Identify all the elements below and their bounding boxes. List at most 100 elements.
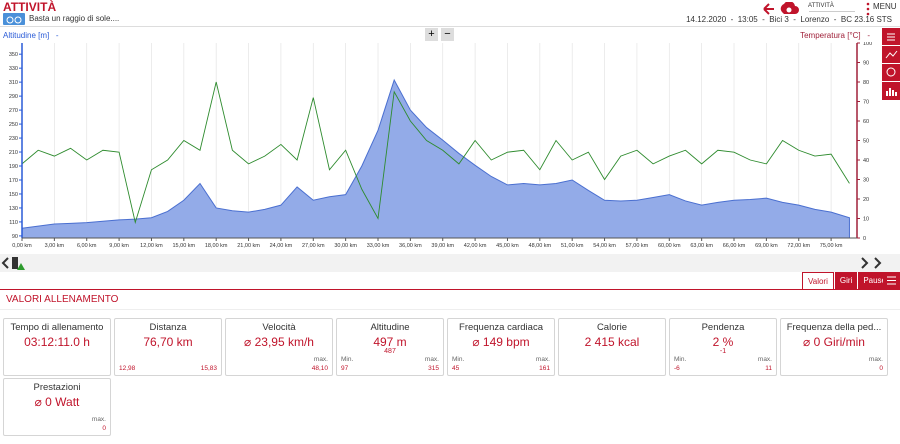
y2-tick-label: 30: [863, 178, 869, 184]
tab[interactable]: Pause: [858, 272, 891, 289]
card-left: 97: [341, 365, 349, 372]
tab[interactable]: Valori: [802, 272, 834, 289]
y2-tick-label: 80: [863, 80, 869, 86]
x-tick-label: 66,00 km: [723, 243, 746, 249]
card-right: 0: [102, 425, 106, 432]
page-title: ATTIVITÀ: [3, 0, 57, 14]
card-title: Tempo di allenamento: [10, 322, 104, 333]
menu-dots[interactable]: [866, 2, 870, 16]
activity-subtitle: Basta un raggio di sole....: [29, 14, 120, 23]
y2-tick-label: 40: [863, 158, 869, 164]
y-tick-label: 130: [9, 206, 18, 212]
tab[interactable]: Giri: [834, 272, 858, 289]
card-right: 315: [428, 365, 439, 372]
chart-side-buttons[interactable]: [882, 28, 900, 100]
y-tick-label: 330: [9, 66, 18, 72]
y2-tick-label: 70: [863, 100, 869, 106]
stat-card: Prestazioni ⌀ 0 Watt max. 0: [3, 378, 111, 436]
y-tick-label: 90: [12, 234, 18, 240]
x-tick-label: 30,00 km: [334, 243, 357, 249]
card-title: Pendenza: [701, 322, 745, 333]
header-icons[interactable]: [762, 2, 807, 16]
card-right: 0: [879, 365, 883, 372]
card-right-label: max.: [91, 416, 106, 423]
card-right: 161: [539, 365, 550, 372]
card-left-label: Min.: [674, 356, 687, 363]
x-tick-label: 57,00 km: [626, 243, 649, 249]
y2-tick-label: 90: [863, 61, 869, 67]
scroll-controls[interactable]: [0, 255, 900, 271]
x-tick-label: 63,00 km: [690, 243, 713, 249]
y-tick-label: 210: [9, 150, 18, 156]
altitude-area: [21, 78, 850, 239]
list-button[interactable]: [883, 272, 900, 289]
stat-card: Frequenza della ped... ⌀ 0 Giri/min max. 0: [780, 318, 888, 376]
card-title: Calorie: [596, 322, 628, 333]
y-axis-title-text: Altitudine [m]: [3, 31, 50, 40]
y2-axis-value: -: [867, 31, 870, 40]
divider: [809, 11, 855, 12]
card-left-label: Min.: [341, 356, 354, 363]
card-value: 2 %: [712, 335, 734, 349]
divider: [0, 309, 900, 310]
card-title: Frequenza della ped...: [786, 322, 882, 333]
stat-card: Pendenza 2 % -1 Min. -6 max. 11: [669, 318, 777, 376]
logo: [3, 13, 25, 25]
card-right: 48,10: [311, 365, 328, 372]
x-tick-label: 60,00 km: [658, 243, 681, 249]
stat-card: Tempo di allenamento 03:12:11.0 h: [3, 318, 111, 376]
x-tick-label: 0,00 km: [12, 243, 32, 249]
activity-info: 14.12.2020 - 13:05 - Bici 3 - Lorenzo - …: [686, 15, 892, 24]
card-left-label: Min.: [452, 356, 465, 363]
y-axis-title: Altitudine [m] -: [3, 31, 59, 40]
x-tick-label: 36,00 km: [399, 243, 422, 249]
card-value: ⌀ 23,95 km/h: [244, 335, 314, 349]
x-tick-label: 48,00 km: [529, 243, 552, 249]
card-left: 12,98: [119, 365, 136, 372]
card-right-label: max.: [535, 356, 550, 363]
x-tick-label: 75,00 km: [820, 243, 843, 249]
stat-card: Distanza 76,70 km 12,98 15,83: [114, 318, 222, 376]
card-value: 497 m: [373, 335, 407, 349]
card-right-label: max.: [424, 356, 439, 363]
stat-card: Velocità ⌀ 23,95 km/h max. 48,10: [225, 318, 333, 376]
x-tick-label: 24,00 km: [270, 243, 293, 249]
x-tick-label: 27,00 km: [302, 243, 325, 249]
card-right: 11: [765, 365, 772, 372]
menu-button[interactable]: MENU: [873, 2, 897, 11]
card-value: ⌀ 149 bpm: [472, 335, 530, 349]
activity-label: ATTIVITÀ: [808, 3, 834, 9]
card-right-label: max.: [868, 356, 883, 363]
divider: [0, 26, 900, 27]
section-title: VALORI ALLENAMENTO: [6, 294, 119, 305]
stat-card: Frequenza cardiaca ⌀ 149 bpm Min. 45 max. 161: [447, 318, 555, 376]
x-tick-label: 33,00 km: [367, 243, 390, 249]
scroll-bar[interactable]: [0, 254, 900, 272]
y-tick-label: 150: [9, 192, 18, 198]
y-tick-label: 230: [9, 136, 18, 142]
zoom-out[interactable]: −: [441, 28, 454, 41]
y2-tick-label: 60: [863, 119, 869, 125]
stat-card: Altitudine 497 m 487 Min. 97 max. 315: [336, 318, 444, 376]
y2-tick-label: 100: [863, 42, 872, 47]
y2-axis-title: Temperatura [°C] -: [800, 31, 870, 40]
zoom-in[interactable]: +: [425, 28, 438, 41]
x-tick-label: 54,00 km: [593, 243, 616, 249]
x-tick-label: 9,00 km: [109, 243, 129, 249]
y2-tick-label: 10: [863, 217, 869, 223]
chart: 0,00 km 3,00 km 6,00 km 9,00 km 12,00 km 15,0…: [9, 42, 872, 249]
card-right-label: max.: [757, 356, 772, 363]
card-left: -6: [674, 365, 680, 372]
card-sub: 487: [384, 348, 396, 355]
x-tick-label: 45,00 km: [496, 243, 519, 249]
card-title: Distanza: [149, 322, 187, 333]
y-tick-label: 290: [9, 94, 18, 100]
x-tick-label: 42,00 km: [464, 243, 487, 249]
card-left: 45: [452, 365, 460, 372]
card-title: Prestazioni: [33, 382, 81, 393]
x-tick-label: 18,00 km: [205, 243, 228, 249]
y-axis-value: -: [55, 31, 59, 40]
x-tick-label: 39,00 km: [431, 243, 454, 249]
temperature-line: [21, 81, 850, 225]
